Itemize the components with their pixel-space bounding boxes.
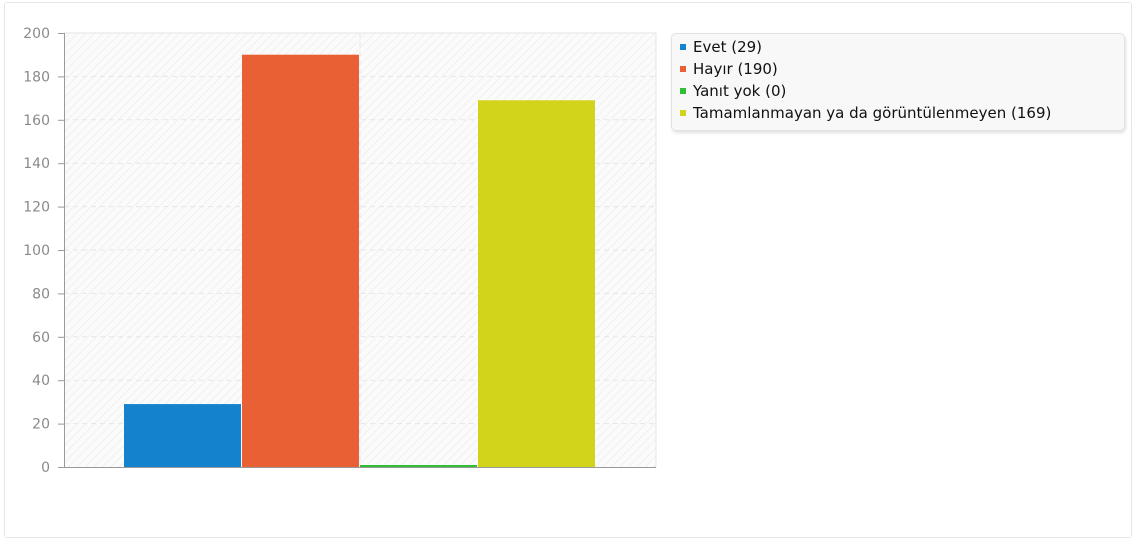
y-tick-label: 180 — [23, 69, 50, 85]
bar[interactable] — [478, 100, 595, 468]
legend-swatch-icon — [680, 88, 686, 94]
y-tick-label: 140 — [23, 156, 50, 172]
y-tick-label: 200 — [23, 26, 50, 42]
legend-item[interactable]: Tamamlanmayan ya da görüntülenmeyen (169… — [680, 102, 1124, 124]
bar[interactable] — [360, 465, 477, 467]
legend-label: Evet (29) — [693, 38, 763, 56]
y-tick-label: 20 — [32, 417, 50, 433]
legend-label: Tamamlanmayan ya da görüntülenmeyen (169… — [693, 104, 1052, 122]
legend-item[interactable]: Hayır (190) — [680, 58, 1124, 80]
y-tick-label: 100 — [23, 243, 50, 259]
legend-swatch-icon — [680, 110, 686, 116]
bar[interactable] — [124, 404, 241, 467]
legend-item[interactable]: Evet (29) — [680, 36, 1124, 58]
y-tick-label: 60 — [32, 330, 50, 346]
bar[interactable] — [242, 54, 359, 467]
legend-item[interactable]: Yanıt yok (0) — [680, 80, 1124, 102]
y-tick-label: 0 — [41, 460, 50, 476]
legend-swatch-icon — [680, 66, 686, 72]
bars — [124, 54, 595, 468]
y-tick-label: 40 — [32, 373, 50, 389]
y-tick-label: 80 — [32, 286, 50, 302]
y-tick-label: 160 — [23, 113, 50, 129]
y-tick-label: 120 — [23, 200, 50, 216]
legend-swatch-icon — [680, 44, 686, 50]
chart-legend: Evet (29) Hayır (190) Yanıt yok (0) Tamamla… — [671, 33, 1125, 131]
gridlines — [64, 33, 656, 467]
legend-label: Yanıt yok (0) — [693, 82, 787, 100]
y-axis-ticks: 0 20 40 60 80 100 120 140 160 180 200 — [23, 26, 64, 476]
legend-label: Hayır (190) — [693, 60, 778, 78]
